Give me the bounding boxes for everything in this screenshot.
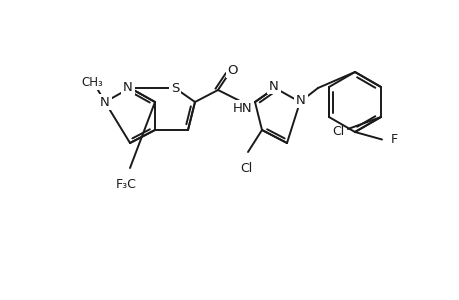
Text: N: N [269, 80, 278, 92]
Text: Cl: Cl [331, 124, 343, 137]
Text: CH₃: CH₃ [81, 76, 103, 88]
Text: F₃C: F₃C [115, 178, 136, 191]
Text: F: F [390, 133, 397, 146]
Text: N: N [296, 94, 305, 106]
Text: N: N [100, 95, 110, 109]
Text: Cl: Cl [239, 162, 252, 175]
Text: N: N [123, 80, 133, 94]
Text: O: O [227, 64, 238, 76]
Text: S: S [170, 82, 179, 94]
Text: HN: HN [233, 101, 252, 115]
